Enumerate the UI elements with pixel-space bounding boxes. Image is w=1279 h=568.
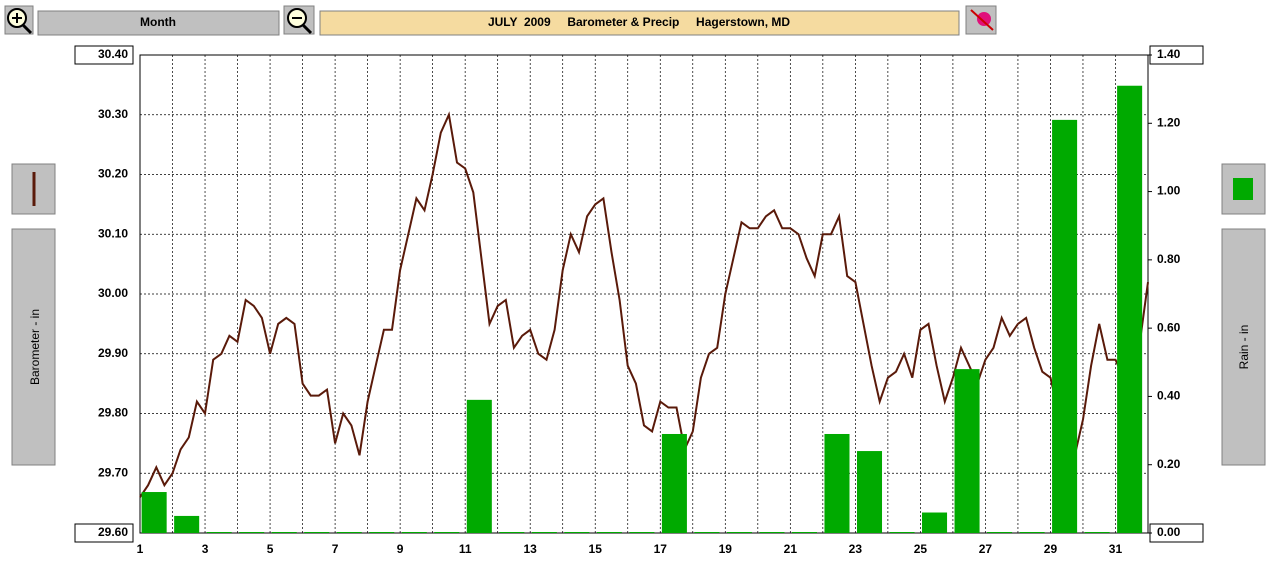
rain-bar: [987, 532, 1013, 533]
rain-legend-button[interactable]: [1221, 163, 1266, 215]
rain-bar: [239, 532, 265, 533]
rain-bar: [531, 532, 557, 533]
rain-bar: [726, 532, 752, 533]
x-tick-label: 7: [332, 542, 339, 556]
rain-bar: [141, 492, 167, 533]
y2-tick-label: 0.80: [1157, 252, 1181, 266]
x-tick-label: 1: [137, 542, 144, 556]
rain-bar: [661, 433, 687, 533]
legend-swatch: [1233, 178, 1253, 200]
rain-bar: [1117, 85, 1143, 533]
y2-tick-label: 1.00: [1157, 184, 1181, 198]
rain-bar: [434, 532, 460, 533]
x-tick-label: 23: [849, 542, 863, 556]
x-tick-label: 17: [654, 542, 668, 556]
rain-bar: [694, 532, 720, 533]
barometer-legend-button[interactable]: [11, 163, 56, 215]
x-tick-label: 13: [524, 542, 538, 556]
rain-axis-button[interactable]: [1221, 228, 1266, 466]
zoom-in-button[interactable]: [4, 5, 34, 35]
rain-bar: [564, 532, 590, 533]
x-tick-label: 29: [1044, 542, 1058, 556]
x-tick-label: 5: [267, 542, 274, 556]
y-tick-label: 29.70: [98, 465, 128, 479]
y2-tick-label: 0.40: [1157, 389, 1181, 403]
y2-tick-label: 0.20: [1157, 457, 1181, 471]
period-label: Month: [140, 15, 176, 29]
print-button[interactable]: [965, 5, 997, 35]
period-button[interactable]: [37, 10, 280, 36]
rain-bar: [401, 532, 427, 533]
rain-bar: [824, 433, 850, 533]
tick-box: [74, 45, 134, 65]
x-tick-label: 3: [202, 542, 209, 556]
rain-bar: [304, 532, 330, 533]
x-tick-label: 11: [459, 542, 472, 556]
title-bar: [319, 10, 960, 36]
y-tick-label: 29.60: [98, 525, 128, 539]
rain-bar: [1084, 532, 1110, 533]
y-tick-label: 30.30: [98, 107, 128, 121]
rain-bar: [856, 451, 883, 533]
x-tick-label: 15: [589, 542, 603, 556]
x-tick-label: 9: [397, 542, 404, 556]
rain-bar: [466, 399, 492, 533]
x-tick-label: 19: [719, 542, 733, 556]
rain-bar: [791, 532, 817, 533]
y2-axis-label: Rain - in: [1237, 325, 1251, 370]
y-tick-label: 30.10: [98, 226, 128, 240]
y-tick-label: 29.80: [98, 406, 128, 420]
y-tick-label: 30.20: [98, 167, 128, 181]
y-axis-label: Barometer - in: [28, 309, 42, 385]
x-tick-label: 25: [914, 542, 928, 556]
tick-box: [74, 523, 134, 543]
y-tick-label: 30.00: [98, 286, 128, 300]
rain-bar: [499, 532, 525, 533]
rain-bar: [629, 532, 655, 533]
rain-bar: [922, 512, 948, 533]
rain-bar: [596, 532, 622, 533]
y2-tick-label: 1.20: [1157, 115, 1181, 129]
rain-bar: [889, 532, 915, 533]
rain-bar: [1052, 119, 1078, 533]
x-tick-label: 27: [979, 542, 993, 556]
barometer-line: [139, 111, 1149, 498]
rain-bar: [174, 515, 200, 533]
rain-bar: [1019, 532, 1045, 533]
y2-tick-label: 0.60: [1157, 320, 1181, 334]
y-tick-label: 29.90: [98, 346, 128, 360]
rain-bar: [206, 532, 232, 533]
rain-bar: [954, 369, 980, 533]
rain-bar: [759, 532, 785, 533]
rain-bar: [336, 532, 362, 533]
rain-bar: [271, 532, 297, 533]
chart-title: JULY 2009 Barometer & Precip Hagerstown,…: [488, 15, 790, 29]
rain-bar: [369, 532, 395, 533]
x-tick-label: 31: [1109, 542, 1123, 556]
zoom-out-button[interactable]: [283, 5, 315, 35]
x-tick-label: 21: [784, 542, 798, 556]
y2-tick-label: 1.40: [1157, 47, 1181, 61]
y-tick-label: 30.40: [98, 47, 128, 61]
barometer-axis-button[interactable]: [11, 228, 56, 466]
y2-tick-label: 0.00: [1157, 525, 1181, 539]
